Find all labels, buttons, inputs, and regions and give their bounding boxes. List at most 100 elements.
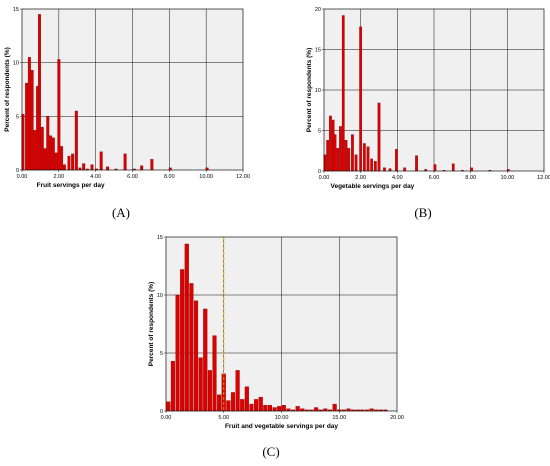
bar	[212, 335, 217, 412]
x-tick-label: 10.00	[500, 175, 514, 181]
bar	[74, 110, 78, 171]
bar	[90, 164, 94, 171]
bar	[189, 283, 194, 412]
x-tick-label: 0.00	[319, 175, 330, 181]
x-tick-label: 6.00	[127, 174, 138, 180]
x-tick-label: 12.00	[236, 174, 250, 180]
bar	[244, 386, 249, 412]
bar	[33, 130, 37, 171]
x-tick-label: 10.00	[199, 174, 213, 180]
chart-panel-a: 0.00 2.00 4.00 6.00 8.00 10.00 12.00 0 5 10 15 Frui…	[4, 7, 250, 220]
panel-label: (B)	[414, 205, 431, 220]
x-tick-label: 2.00	[53, 174, 64, 180]
bar	[150, 159, 154, 171]
x-tick-label: 5.00	[218, 415, 229, 421]
bar	[277, 406, 282, 412]
bar	[344, 140, 348, 172]
panel-label: (A)	[112, 205, 130, 220]
bar	[451, 163, 455, 172]
y-tick-label: 15	[315, 48, 321, 54]
bar	[226, 400, 231, 412]
bar	[377, 102, 381, 172]
x-axis-label: Fruit and vegetable servings per day	[225, 423, 338, 430]
bar	[180, 269, 185, 412]
bar	[62, 164, 66, 171]
bar	[60, 146, 64, 171]
bar	[40, 126, 44, 171]
y-axis-label: Percent of respondents (%)	[4, 47, 11, 132]
x-tick-label: 8.00	[164, 174, 175, 180]
bar	[258, 396, 263, 412]
bar	[263, 405, 268, 412]
y-tick-label: 10	[13, 61, 19, 67]
bar	[240, 399, 245, 412]
y-tick-label: 0	[160, 409, 163, 415]
bar	[354, 154, 358, 172]
bar	[326, 140, 330, 172]
x-tick-label: 4.00	[90, 174, 101, 180]
bar	[193, 300, 199, 412]
x-tick-label: 0.00	[161, 415, 172, 421]
bar	[38, 14, 41, 171]
y-tick-label: 5	[16, 114, 19, 120]
bar	[99, 151, 103, 171]
bar	[333, 134, 337, 172]
y-tick-label: 0	[16, 168, 19, 174]
x-tick-label: 15.00	[332, 415, 346, 421]
y-tick-label: 10	[157, 293, 163, 299]
bar	[332, 403, 337, 412]
bar	[403, 167, 407, 172]
chart-panel-c: 0.00 5.00 10.00 15.00 20.00 0 5 10 15 Fruit and v…	[148, 235, 404, 459]
bar	[43, 148, 47, 171]
bar	[25, 82, 29, 171]
bar	[341, 15, 345, 172]
y-tick-label: 15	[13, 7, 19, 13]
bar	[347, 148, 351, 172]
panel-label: (C)	[262, 444, 279, 459]
y-tick-label: 20	[315, 7, 321, 13]
bar	[267, 405, 272, 412]
bar	[140, 165, 144, 171]
bar	[339, 126, 342, 172]
x-tick-label: 2.00	[355, 175, 366, 181]
bar	[230, 392, 236, 412]
bar	[54, 152, 58, 171]
bar	[351, 134, 354, 172]
x-tick-label: 10.00	[275, 415, 289, 421]
y-tick-label: 5	[318, 129, 321, 135]
bar	[27, 57, 31, 171]
bar	[388, 168, 392, 172]
x-tick-label: 6.00	[429, 175, 440, 181]
bar	[281, 405, 286, 412]
bar	[170, 360, 175, 412]
bar	[295, 406, 300, 412]
bar	[370, 158, 374, 172]
x-tick-label: 12.00	[537, 175, 550, 181]
x-tick-label: 0.00	[17, 174, 28, 180]
bar	[235, 370, 240, 412]
bar	[198, 357, 203, 412]
bar	[46, 116, 50, 171]
bar	[106, 166, 110, 171]
bar	[329, 115, 332, 172]
y-tick-label: 5	[160, 351, 163, 357]
bar	[175, 294, 180, 412]
bar	[366, 146, 370, 172]
bar	[51, 137, 55, 171]
bar	[395, 148, 398, 172]
bar	[67, 155, 71, 171]
bar	[415, 155, 418, 172]
bar	[71, 153, 75, 171]
bar	[254, 399, 259, 412]
bar	[203, 308, 208, 412]
x-axis-label: Vegetable servings per day	[330, 183, 414, 190]
y-tick-label: 15	[157, 235, 163, 241]
bar	[470, 167, 473, 172]
y-axis-label: Percent of respondents (%)	[148, 282, 155, 367]
bar	[217, 394, 222, 412]
bar	[123, 153, 127, 171]
bar	[30, 70, 34, 171]
bar	[57, 59, 61, 171]
chart-panel-b: 0.00 2.00 4.00 6.00 8.00 10.00 12.00 0 5 10 15 20 Ve…	[306, 7, 550, 220]
